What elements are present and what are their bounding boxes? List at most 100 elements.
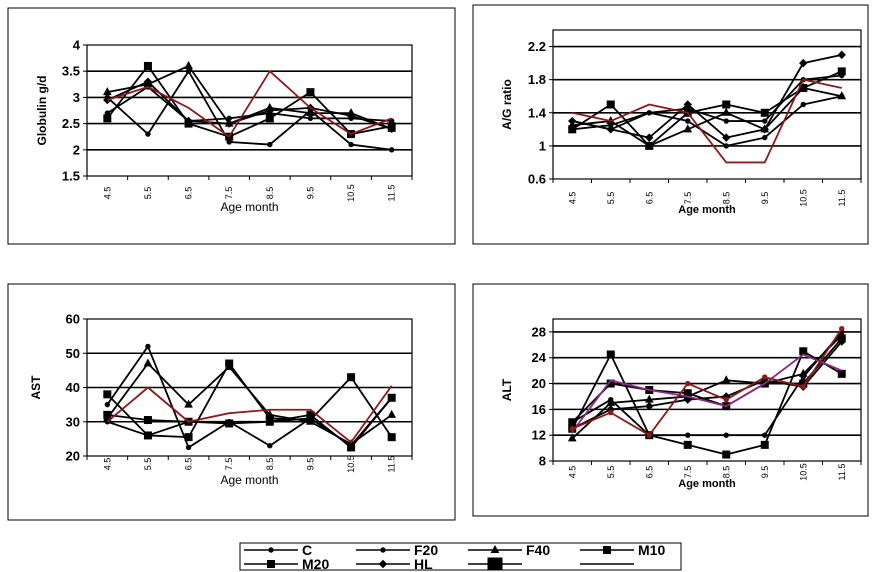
series-line (571, 331, 843, 437)
y-tick-label: 12 (532, 428, 546, 443)
x-tick-label: 10.5 (346, 455, 356, 473)
data-point (307, 115, 314, 122)
legend-item: M10 (580, 542, 665, 558)
data-point (839, 93, 845, 99)
series-line (572, 78, 842, 164)
data-point (226, 419, 232, 425)
data-point (143, 416, 152, 425)
data-point (387, 433, 396, 442)
x-tick-label: 7.5 (683, 466, 693, 479)
x-tick-label: 8.5 (265, 187, 275, 200)
y-tick-label: 1.5 (62, 169, 80, 184)
data-point (224, 119, 234, 128)
legend-marker (603, 546, 611, 554)
data-point (569, 426, 575, 432)
data-point (800, 101, 806, 108)
series-6 (106, 385, 393, 444)
series-line (106, 70, 392, 151)
data-point (348, 443, 354, 449)
data-point (569, 118, 575, 124)
data-point (721, 107, 731, 116)
legend-item (468, 557, 522, 571)
data-point (645, 141, 654, 150)
series-line (106, 65, 392, 138)
legend-item: HL (356, 556, 433, 572)
data-point (685, 380, 691, 387)
x-tick-label: 10.5 (798, 463, 808, 481)
legend-marker (380, 547, 386, 553)
x-tick-label: 7.5 (224, 187, 234, 200)
legend-marker (487, 557, 503, 571)
data-point (387, 409, 397, 418)
data-point (145, 131, 151, 137)
series-5 (104, 84, 395, 124)
x-tick-label: 8.5 (265, 458, 275, 471)
plot-area (86, 44, 413, 177)
data-point (798, 368, 808, 377)
data-point (760, 440, 769, 449)
data-point (762, 118, 768, 124)
data-point (145, 432, 151, 439)
y-tick-label: 2.2 (528, 39, 546, 54)
plot-area (552, 318, 862, 462)
series-line (572, 95, 842, 147)
data-point (723, 118, 729, 124)
x-tick-label: 4.5 (567, 192, 577, 205)
data-point (267, 141, 273, 148)
series-6 (107, 70, 393, 138)
chart-panel-1: 1.5 2 2.5 3 3.5 4 4.5 5.5 6.5 7.5 8.5 9.5 10.5 11.5 Gl… (7, 7, 456, 245)
data-point (306, 108, 315, 117)
y-axis-label: A/G ratio (500, 79, 514, 130)
x-tick-label: 5.5 (606, 466, 616, 479)
series-line (106, 385, 393, 444)
data-point (185, 444, 192, 451)
y-tick-label: 60 (66, 312, 80, 327)
data-point (722, 100, 731, 109)
x-tick-label: 9.5 (305, 187, 315, 200)
series-line (572, 74, 842, 131)
series-line (107, 70, 393, 138)
x-tick-label: 10.5 (346, 184, 356, 202)
data-point (267, 443, 273, 449)
legend-item: M20 (244, 556, 329, 572)
data-point (762, 134, 768, 141)
data-point (837, 369, 846, 378)
data-point (185, 118, 192, 124)
x-tick-label: 11.5 (387, 185, 397, 202)
legend-label: HL (414, 556, 433, 572)
y-tick-label: 40 (66, 380, 80, 395)
data-point (762, 432, 768, 438)
y-tick-label: 0.6 (528, 172, 546, 187)
data-point (685, 432, 691, 438)
data-point (103, 390, 112, 399)
data-point (721, 375, 731, 384)
legend-item: F20 (356, 542, 438, 558)
data-point (267, 419, 273, 425)
data-point (184, 433, 193, 442)
data-point (685, 105, 691, 112)
data-point (104, 110, 111, 116)
series-6 (572, 78, 842, 164)
y-tick-label: 4 (73, 38, 81, 53)
data-point (606, 100, 615, 109)
x-tick-label: 8.5 (721, 466, 731, 479)
x-tick-label: 11.5 (837, 190, 847, 207)
y-tick-label: 3.5 (62, 64, 80, 79)
x-tick-label: 6.5 (184, 458, 194, 471)
data-point (348, 115, 354, 122)
y-tick-label: 1.4 (528, 105, 547, 120)
legend-item: C (244, 542, 312, 558)
data-point (837, 337, 846, 346)
data-point (103, 114, 112, 123)
legend-item: F40 (468, 542, 550, 558)
y-tick-label: 16 (532, 402, 546, 417)
legend-label: M10 (638, 542, 665, 558)
legend-marker (268, 547, 274, 553)
x-tick-label: 5.5 (143, 458, 153, 471)
data-point (683, 395, 692, 404)
y-axis-label: ALT (500, 378, 514, 401)
data-point (102, 87, 112, 96)
x-tick-label: 9.5 (760, 466, 770, 479)
data-point (388, 147, 395, 153)
